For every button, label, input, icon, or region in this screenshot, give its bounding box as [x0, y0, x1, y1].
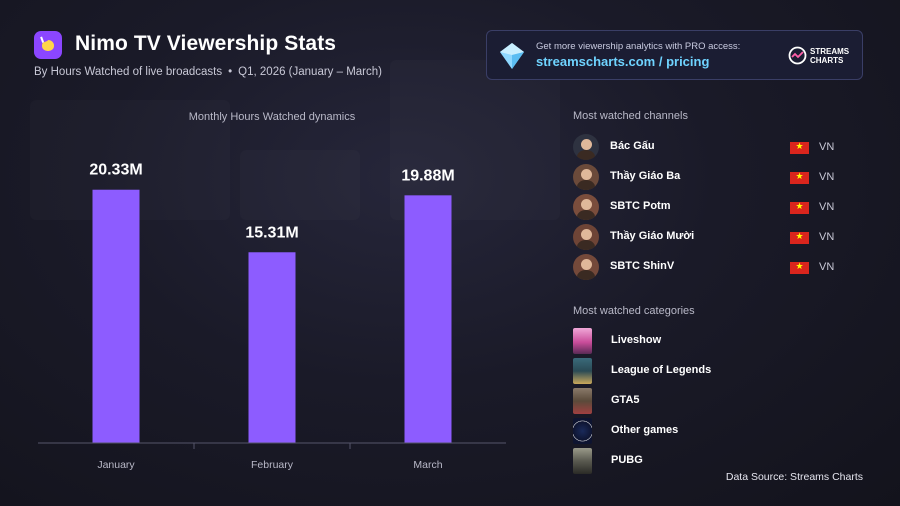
channel-name: Bác Gấu — [610, 140, 655, 152]
brand-line-1: STREAMS — [810, 47, 850, 56]
streams-charts-logo: STREAMS CHARTS — [788, 45, 858, 67]
bar-january — [92, 189, 140, 443]
x-tick-label: March — [413, 459, 442, 471]
page-subtitle: By Hours Watched of live broadcasts • Q1, … — [34, 66, 382, 78]
bar-value-label: 15.31M — [245, 224, 298, 241]
avatar-body — [577, 210, 595, 220]
channel-avatar — [573, 194, 599, 220]
streams-charts-logo-icon — [788, 46, 807, 65]
bar-chart: 20.33M January 15.31M February 19.88M March — [38, 162, 506, 471]
vietnam-flag-icon — [790, 141, 809, 154]
channel-name: SBTC Potm — [610, 200, 671, 212]
nimo-logo-icon — [34, 31, 62, 59]
avatar-head — [581, 259, 592, 270]
channel-row[interactable]: SBTC ShinV VN — [573, 254, 863, 280]
avatar-body — [577, 180, 595, 190]
channel-country: VN — [819, 141, 835, 153]
avatar-head — [581, 229, 592, 240]
league-of-legends-thumbnail-icon — [573, 358, 592, 384]
x-tick-label: January — [97, 459, 135, 471]
promo-text: Get more viewership analytics with PRO a… — [536, 41, 741, 52]
subtitle-metric: By Hours Watched of live broadcasts — [34, 66, 223, 78]
category-row[interactable]: Other games — [573, 418, 863, 444]
channel-row[interactable]: SBTC Potm VN — [573, 194, 863, 220]
channel-country: VN — [819, 171, 835, 183]
bar-march — [404, 195, 452, 443]
channel-name: Thầy Giáo Mười — [610, 230, 695, 242]
page-title: Nimo TV Viewership Stats — [75, 32, 337, 55]
category-name: GTA5 — [611, 394, 640, 406]
other-games-thumbnail-icon — [573, 418, 592, 444]
avatar-body — [577, 270, 595, 280]
chart-title: Monthly Hours Watched dynamics — [188, 111, 356, 123]
bar-value-label: 19.88M — [401, 167, 454, 184]
channels-section-label: Most watched channels — [573, 110, 688, 122]
vietnam-flag-icon — [790, 171, 809, 184]
channel-row[interactable]: Thầy Giáo Ba VN — [573, 164, 863, 190]
avatar-body — [577, 240, 595, 250]
category-name: Other games — [611, 424, 679, 436]
avatar-head — [581, 199, 592, 210]
pro-access-banner[interactable]: Get more viewership analytics with PRO a… — [486, 30, 863, 80]
vietnam-flag-icon — [790, 261, 809, 274]
vietnam-flag-icon — [790, 201, 809, 214]
channel-name: SBTC ShinV — [610, 260, 675, 272]
category-name: Liveshow — [611, 334, 662, 346]
categories-section-label: Most watched categories — [573, 305, 695, 317]
category-row[interactable]: Liveshow — [573, 328, 863, 354]
bar-february — [248, 252, 296, 443]
channel-country: VN — [819, 261, 835, 273]
data-source: Data Source: Streams Charts — [725, 471, 863, 483]
channel-country: VN — [819, 231, 835, 243]
subtitle-period: Q1, 2026 (January – March) — [238, 66, 382, 78]
pubg-thumbnail-icon — [573, 448, 592, 474]
category-name: PUBG — [611, 454, 643, 466]
avatar-head — [581, 169, 592, 180]
channel-avatar — [573, 224, 599, 250]
avatar-head — [581, 139, 592, 150]
category-name: League of Legends — [611, 364, 712, 376]
subtitle-separator: • — [228, 66, 233, 78]
category-row[interactable]: League of Legends — [573, 358, 863, 384]
avatar-body — [577, 150, 595, 160]
channel-country: VN — [819, 201, 835, 213]
category-row[interactable]: GTA5 — [573, 388, 863, 414]
channel-row[interactable]: Thầy Giáo Mười VN — [573, 224, 863, 250]
vietnam-flag-icon — [790, 231, 809, 244]
channel-avatar — [573, 254, 599, 280]
channel-row[interactable]: Bác Gấu VN — [573, 134, 863, 160]
diamond-icon — [500, 43, 524, 69]
bar-value-label: 20.33M — [89, 162, 142, 179]
category-row[interactable]: PUBG — [573, 448, 863, 474]
x-tick-label: February — [251, 459, 294, 471]
liveshow-thumbnail-icon — [573, 328, 592, 354]
gta5-thumbnail-icon — [573, 388, 592, 414]
channel-name: Thầy Giáo Ba — [610, 170, 681, 182]
channel-avatar — [573, 134, 599, 160]
brand-line-2: CHARTS — [810, 56, 844, 65]
channel-avatar — [573, 164, 599, 190]
pricing-link[interactable]: streamscharts.com / pricing — [536, 54, 710, 69]
